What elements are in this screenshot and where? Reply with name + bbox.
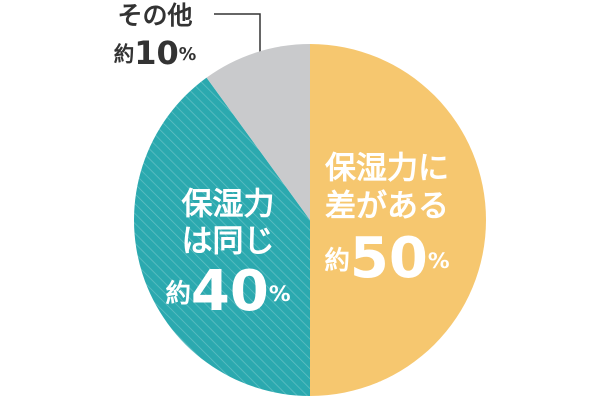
- slice-label: 差がある: [325, 189, 449, 225]
- slice-label: 保湿力に: [325, 151, 449, 187]
- value-label: 約50%: [324, 226, 449, 291]
- value-label: 約40%: [165, 259, 290, 324]
- slice-hatch: [134, 77, 310, 396]
- slice-label: その他: [117, 1, 192, 30]
- slice-label: 保湿力: [182, 187, 275, 223]
- leader-line: [214, 13, 261, 62]
- pie-slice: [206, 44, 310, 220]
- slice-label: は同じ: [182, 224, 275, 260]
- value-label: 約10%: [114, 34, 197, 72]
- pie-slice: [310, 44, 486, 396]
